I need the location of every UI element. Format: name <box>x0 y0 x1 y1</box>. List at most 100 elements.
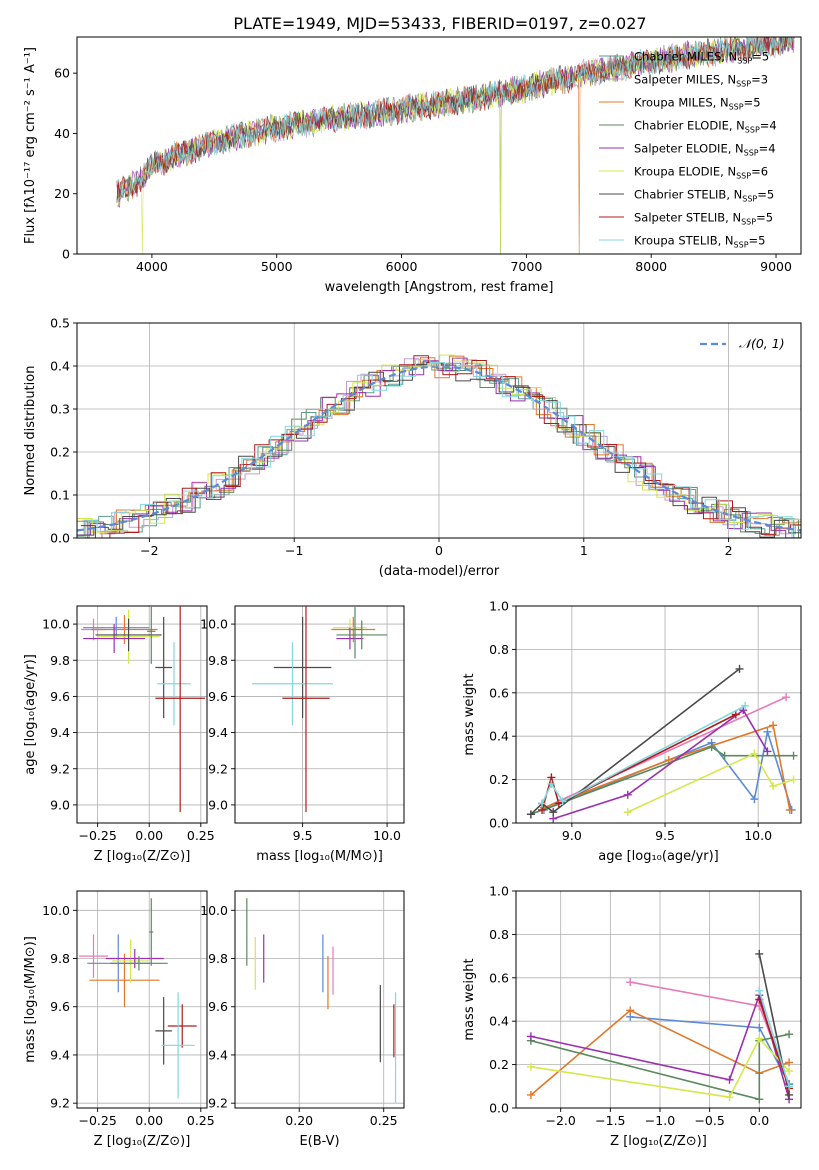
y-tick-label: 9.2 <box>208 761 228 776</box>
y-tick-label: 20 <box>54 186 70 201</box>
legend-n-prefix: , N <box>725 211 741 225</box>
y-tick-label: 0.0 <box>489 1101 509 1116</box>
weight-marker <box>785 1082 794 1091</box>
weight-marker <box>763 727 772 736</box>
x-tick-label: 6000 <box>386 259 418 274</box>
y-tick-label: 0.3 <box>50 402 70 417</box>
weight-marker <box>785 1030 794 1039</box>
legend-entry: Chabrier STELIB, NSSP=5 <box>634 188 774 204</box>
legend-entry: Salpeter STELIB, NSSP=5 <box>634 211 773 227</box>
weight-marker <box>526 1032 535 1041</box>
weight-marker <box>789 775 798 784</box>
y-tick-label: 0.4 <box>489 1014 509 1029</box>
weight-line <box>758 999 790 1089</box>
weight-line <box>530 992 790 1100</box>
x-tick-label: 0.25 <box>370 1113 398 1128</box>
weight-marker <box>725 1075 734 1084</box>
weight-marker <box>735 664 744 673</box>
weight-marker <box>750 749 759 758</box>
axes-frame <box>515 890 802 1109</box>
legend-ssp-count: 5 <box>762 50 769 64</box>
weight-marker <box>526 1062 535 1071</box>
y-tick-label: 9.0 <box>208 797 228 812</box>
weight-marker <box>623 790 632 799</box>
weight-marker <box>755 1095 764 1104</box>
legend-entry: Salpeter ELODIE, NSSP=4 <box>634 142 776 158</box>
spectrum-line-kroupa-stelib <box>116 37 795 199</box>
x-tick-label: 0.25 <box>187 1113 215 1128</box>
legend-ssp-subscript: SSP <box>741 218 756 227</box>
y-tick-label: 0.2 <box>50 445 70 460</box>
legend-ssp-subscript: SSP <box>745 126 760 135</box>
weight-marker <box>785 1067 794 1076</box>
mass-vs-ebv-panel: 0.20 0.25 9.2 9.4 9.6 9.8 10.0 E(B-V) <box>200 890 405 1149</box>
y-tick-label: 0.5 <box>50 316 70 331</box>
x-tick-label: 0.25 <box>187 828 215 843</box>
x-axis-label: Z [log₁₀(Z/Z⊙)] <box>94 849 191 864</box>
x-tick-label: 2 <box>725 543 733 558</box>
legend-entry: Kroupa STELIB, NSSP=5 <box>634 234 766 250</box>
y-tick-label: 0.2 <box>489 772 509 787</box>
histogram-chabrier-elodie <box>77 361 801 538</box>
y-tick-label: 1.0 <box>489 884 509 899</box>
weight-marker <box>526 1090 535 1099</box>
legend-ssp-subscript: SSP <box>729 103 744 112</box>
y-axis-label: mass [log₁₀(M/M⊙)] <box>23 936 38 1063</box>
weight-marker <box>755 949 764 958</box>
y-tick-label: 0.8 <box>489 642 509 657</box>
weight-line <box>530 668 740 815</box>
weight-marker <box>547 779 556 788</box>
y-tick-label: 9.2 <box>50 761 70 776</box>
legend-entry: Chabrier MILES, NSSP=5 <box>634 50 769 66</box>
weight-series <box>526 664 798 823</box>
legend-ssp-count: 5 <box>766 211 773 225</box>
errorbar-point <box>147 606 156 664</box>
errorbar-point <box>157 642 191 726</box>
weight-marker <box>720 751 729 760</box>
age-vs-Z-panel: −0.25 0.00 0.25 9.0 9.2 9.4 9.6 9.8 10.0 Z [log₁₀… <box>23 605 215 864</box>
y-tick-label: 10.0 <box>200 903 228 918</box>
y-tick-label: 40 <box>54 126 70 141</box>
x-tick-label: 7000 <box>510 259 542 274</box>
histogram-salpeter-elodie <box>77 357 801 538</box>
errorbar-point <box>155 606 205 813</box>
x-axis-label: mass [log₁₀(M/M⊙)] <box>256 849 383 864</box>
y-axis-label: mass weight <box>462 673 477 755</box>
y-tick-label: 0 <box>62 247 70 262</box>
weight-marker <box>526 810 535 819</box>
x-axis-label: Z [log₁₀(Z/Z⊙)] <box>94 1134 191 1149</box>
legend-entry-name: Chabrier STELIB <box>634 188 726 202</box>
x-tick-label: −0.25 <box>78 1113 116 1128</box>
legend-ssp-count: 5 <box>753 96 760 110</box>
errorbar-point <box>155 997 172 1065</box>
x-tick-label: 10.0 <box>373 828 401 843</box>
weight-line <box>530 1037 790 1099</box>
legend-n-prefix: , N <box>718 234 734 248</box>
legend-ssp-subscript: SSP <box>736 172 751 181</box>
histograms <box>77 354 801 538</box>
weight-marker <box>741 701 750 710</box>
weight-marker <box>731 710 740 719</box>
errorbar-point <box>149 898 154 966</box>
legend-ssp-count: 4 <box>769 119 776 133</box>
weight-marker <box>750 795 759 804</box>
errorbar-point <box>155 616 172 719</box>
legend-entry-name: Kroupa MILES <box>634 96 713 110</box>
y-tick-label: 9.6 <box>50 999 70 1014</box>
errorbar-point <box>167 1004 197 1048</box>
x-tick-label: −1 <box>285 543 303 558</box>
weight-marker <box>785 1058 794 1067</box>
errorbar-point <box>336 620 388 650</box>
legend-n-prefix: , N <box>728 142 744 156</box>
x-tick-label: 9000 <box>760 259 792 274</box>
legend-ssp-count: 5 <box>758 234 765 248</box>
errorbar-point <box>112 939 150 983</box>
y-tick-label: 10.0 <box>42 903 70 918</box>
legend-ssp-subscript: SSP <box>734 241 749 250</box>
weight-marker <box>789 751 798 760</box>
y-tick-label: 0.2 <box>489 1057 509 1072</box>
y-tick-label: 9.2 <box>208 1096 228 1111</box>
y-tick-label: 9.2 <box>50 1096 70 1111</box>
weight-line <box>543 724 791 811</box>
